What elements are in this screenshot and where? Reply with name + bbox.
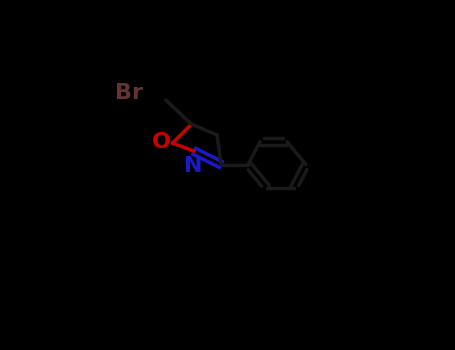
Text: N: N xyxy=(183,156,202,176)
Text: Br: Br xyxy=(116,83,143,103)
Text: O: O xyxy=(152,132,171,152)
